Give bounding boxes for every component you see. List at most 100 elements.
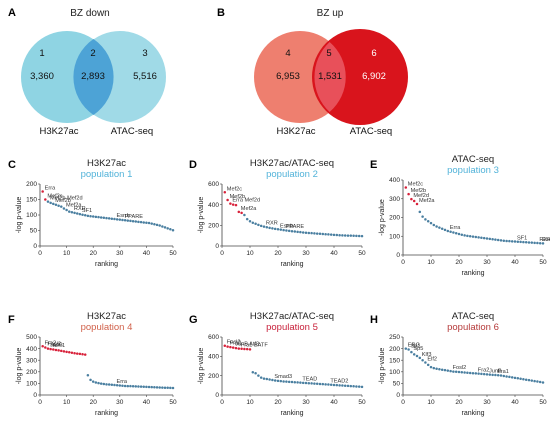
- data-point: [466, 371, 469, 374]
- data-point: [443, 228, 447, 232]
- data-point: [60, 205, 63, 208]
- x-tick-label: 20: [274, 250, 282, 257]
- data-point: [404, 347, 408, 350]
- data-point: [418, 356, 422, 360]
- data-point: [171, 386, 175, 390]
- venn-left-id: 4: [285, 48, 290, 59]
- data-point: [499, 374, 503, 377]
- y-axis-label: -log p-value: [16, 197, 23, 234]
- data-point: [443, 368, 447, 372]
- y-tick-label: 50: [393, 381, 401, 388]
- point-annotation: Smad3: [274, 374, 292, 380]
- point-annotation: JunB: [489, 368, 502, 374]
- data-point: [424, 218, 427, 221]
- data-point: [301, 231, 305, 234]
- data-point: [527, 378, 531, 382]
- data-point: [237, 210, 241, 214]
- panel-label: E: [370, 159, 377, 171]
- data-point: [313, 232, 316, 235]
- data-point: [530, 241, 534, 244]
- data-point: [231, 346, 235, 349]
- point-annotation: Fra1: [497, 369, 509, 375]
- data-point: [287, 229, 291, 233]
- data-point: [265, 377, 269, 381]
- data-point: [83, 353, 87, 356]
- data-point: [99, 216, 103, 219]
- y-tick-label: 200: [389, 346, 400, 353]
- point-annotation: RXR: [74, 206, 86, 212]
- data-point: [527, 241, 531, 244]
- data-point: [223, 344, 227, 347]
- point-annotation: JunB Atf3: [235, 342, 259, 348]
- data-point: [338, 234, 341, 237]
- point-annotation: Mef2a: [241, 206, 257, 212]
- x-tick-label: 0: [38, 399, 42, 406]
- data-point: [245, 217, 249, 221]
- data-point: [147, 221, 151, 225]
- point-annotation: Mef2b: [55, 198, 71, 204]
- data-point: [315, 382, 319, 386]
- data-point: [161, 225, 164, 228]
- y-tick-label: 100: [26, 212, 37, 219]
- data-point: [78, 212, 82, 216]
- data-point: [271, 378, 274, 382]
- point-annotation: JunB: [50, 343, 63, 349]
- data-point: [257, 223, 260, 227]
- data-point: [415, 354, 419, 358]
- data-point: [454, 370, 458, 374]
- data-point: [307, 231, 311, 235]
- data-point: [226, 345, 229, 348]
- data-point: [163, 386, 167, 389]
- data-point: [52, 348, 55, 351]
- data-point: [121, 384, 124, 387]
- y-tick-label: 150: [26, 197, 37, 204]
- data-point: [440, 227, 444, 230]
- data-point: [357, 234, 361, 238]
- data-point: [449, 369, 452, 373]
- data-point: [223, 191, 227, 194]
- data-point: [421, 358, 424, 362]
- data-point: [360, 385, 364, 389]
- data-point: [418, 210, 422, 214]
- data-point: [304, 231, 308, 235]
- point-annotation: RXR: [266, 221, 278, 227]
- data-point: [538, 241, 542, 245]
- data-point: [471, 371, 475, 375]
- data-point: [421, 215, 424, 218]
- y-tick-label: 200: [26, 369, 37, 376]
- y-tick-label: 0: [33, 392, 37, 399]
- chart-subtitle: population 5: [266, 322, 318, 333]
- point-annotation: PPARE: [124, 214, 143, 220]
- data-point: [491, 238, 494, 241]
- x-tick-label: 10: [427, 259, 435, 266]
- data-point: [139, 220, 143, 224]
- data-point: [126, 219, 130, 222]
- point-annotation: Esrrb: [542, 237, 550, 243]
- x-tick-label: 20: [274, 399, 282, 406]
- data-point: [346, 234, 350, 237]
- data-point: [530, 379, 534, 382]
- data-point: [536, 241, 539, 245]
- point-annotation: Esrrb: [116, 213, 129, 219]
- data-point: [150, 222, 153, 225]
- data-point: [131, 219, 135, 223]
- data-point: [254, 222, 257, 226]
- panel-label: C: [8, 159, 16, 171]
- y-tick-label: 0: [215, 243, 219, 250]
- venn-overlap: [73, 39, 114, 115]
- x-axis-label: ranking: [281, 261, 304, 268]
- point-annotation: Mef2b Mef2d: [50, 196, 83, 202]
- venn-right-label: ATAC-seq: [350, 126, 392, 137]
- data-point: [123, 219, 127, 222]
- data-point: [94, 381, 98, 384]
- data-point: [502, 374, 506, 378]
- data-point: [41, 190, 44, 193]
- venn-mid-id: 2: [90, 48, 95, 59]
- chart-title: ATAC-seq: [452, 311, 494, 322]
- data-point: [248, 348, 252, 351]
- data-point: [446, 229, 450, 233]
- data-point: [83, 214, 87, 217]
- data-point: [435, 225, 438, 228]
- x-tick-label: 20: [455, 399, 463, 406]
- data-point: [102, 216, 106, 220]
